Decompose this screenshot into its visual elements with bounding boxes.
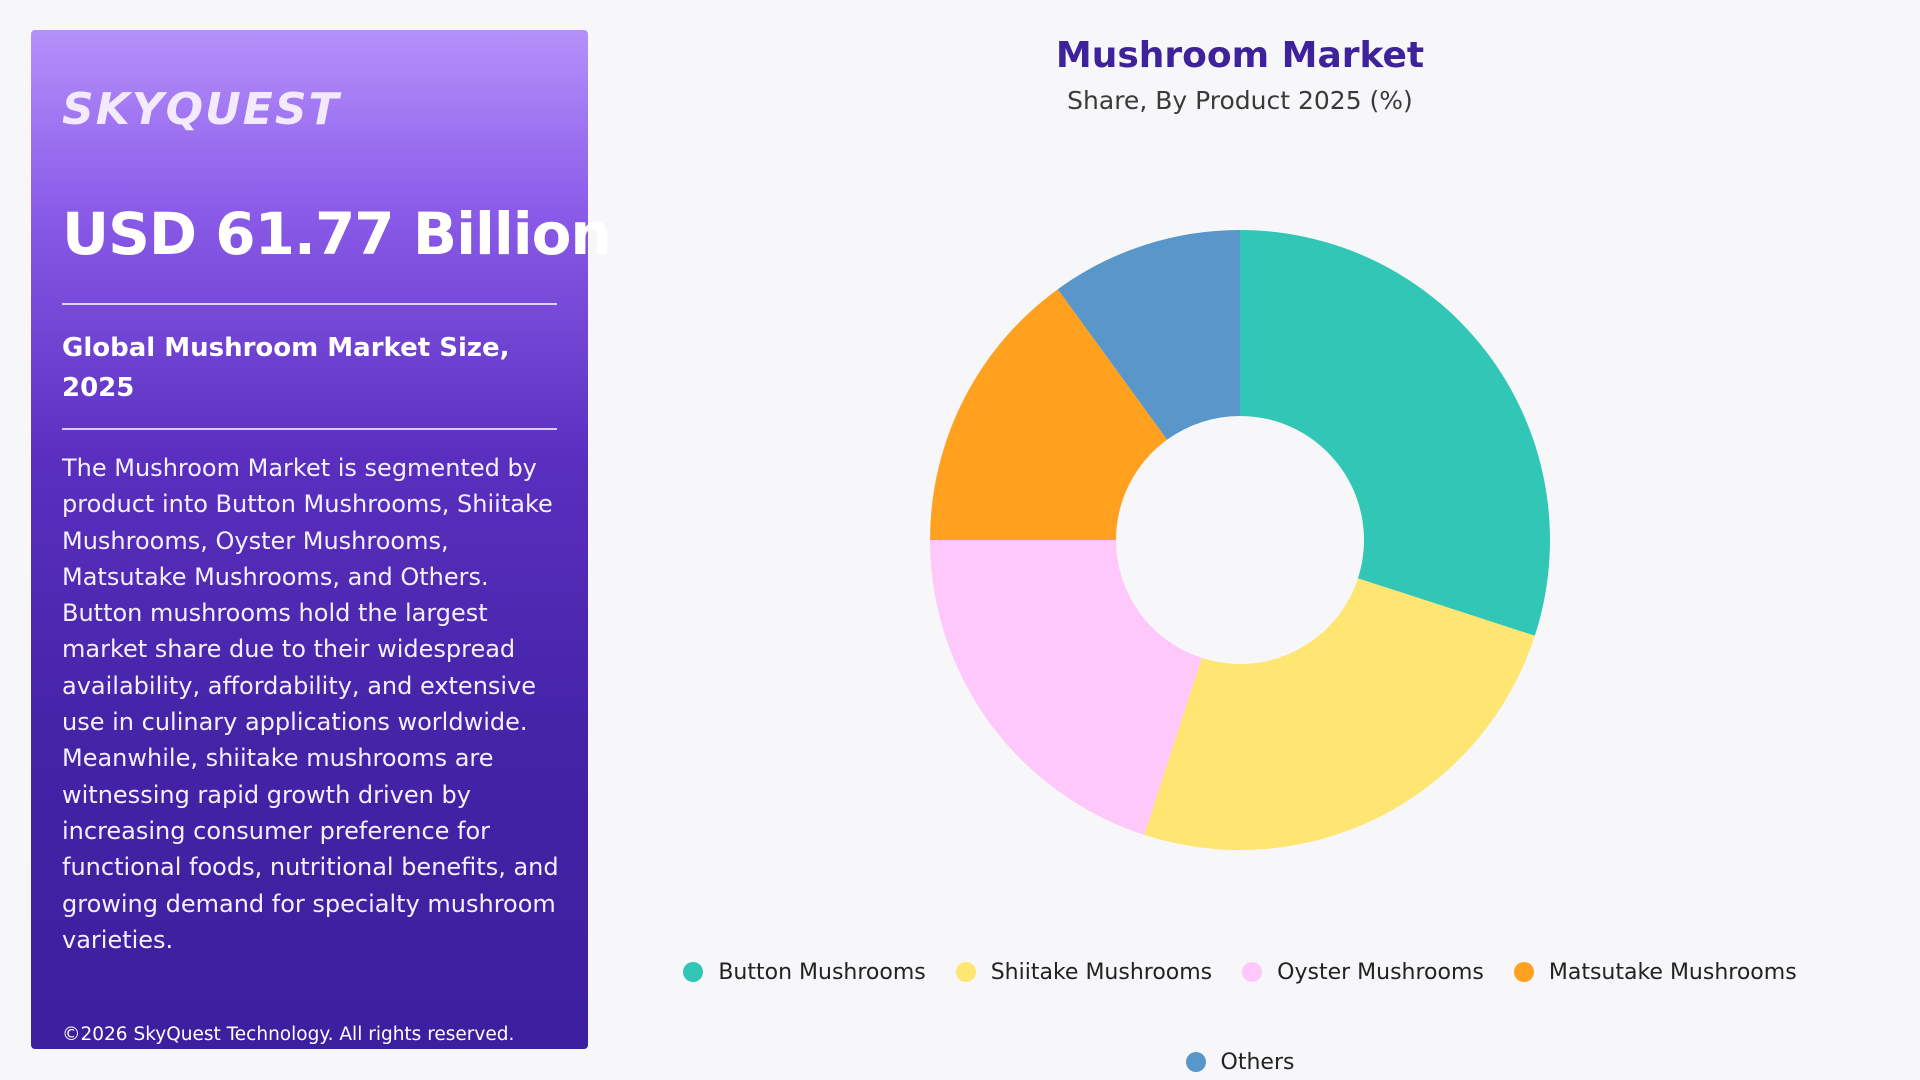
legend-swatch	[1513, 962, 1534, 982]
legend-label: Button Mushrooms	[718, 959, 926, 985]
summary-panel: SKYQUEST USD 61.77 Billion Global Mushro…	[31, 30, 612, 1049]
legend-label: Shiitake Mushrooms	[990, 959, 1213, 985]
legend-item-button-mushrooms: Button Mushrooms	[683, 955, 926, 989]
copyright-notice: ©2026 SkyQuest Technology. All rights re…	[62, 1024, 515, 1045]
legend-item-oyster-mushrooms: Oyster Mushrooms	[1242, 955, 1484, 989]
legend-label: Others	[1220, 1049, 1295, 1075]
divider-top	[62, 303, 557, 305]
market-description: The Mushroom Market is segmented by prod…	[62, 454, 559, 954]
chart-title: Mushroom Market	[1055, 35, 1425, 76]
legend-label: Oyster Mushrooms	[1277, 959, 1484, 985]
legend-swatch	[955, 962, 976, 982]
donut-chart	[930, 230, 1550, 850]
legend-item-matsutake-mushrooms: Matsutake Mushrooms	[1513, 955, 1797, 989]
skyquest-logo: SKYQUEST	[62, 84, 341, 135]
legend-item-others: Others	[1185, 1045, 1295, 1079]
slice-others	[1057, 230, 1240, 440]
market-size-label: Global Mushroom Market Size, 2025	[62, 333, 510, 403]
legend-swatch	[683, 962, 704, 982]
slice-matsutake-mushrooms	[930, 289, 1168, 540]
slice-shiitake-mushrooms	[1144, 578, 1535, 850]
market-size-value: USD 61.77 Billion	[62, 200, 612, 268]
legend-swatch	[1185, 1052, 1206, 1072]
slice-oyster-mushrooms	[930, 540, 1202, 835]
legend-swatch	[1242, 962, 1263, 982]
legend-item-shiitake-mushrooms: Shiitake Mushrooms	[955, 955, 1213, 989]
slice-button-mushrooms	[1240, 230, 1550, 636]
divider-bottom	[62, 428, 557, 430]
chart-legend: Button Mushrooms Shiitake Mushrooms Oyster…	[640, 955, 1840, 1079]
legend-label: Matsutake Mushrooms	[1548, 959, 1797, 985]
chart-subtitle: Share, By Product 2025 (%)	[1067, 86, 1413, 115]
